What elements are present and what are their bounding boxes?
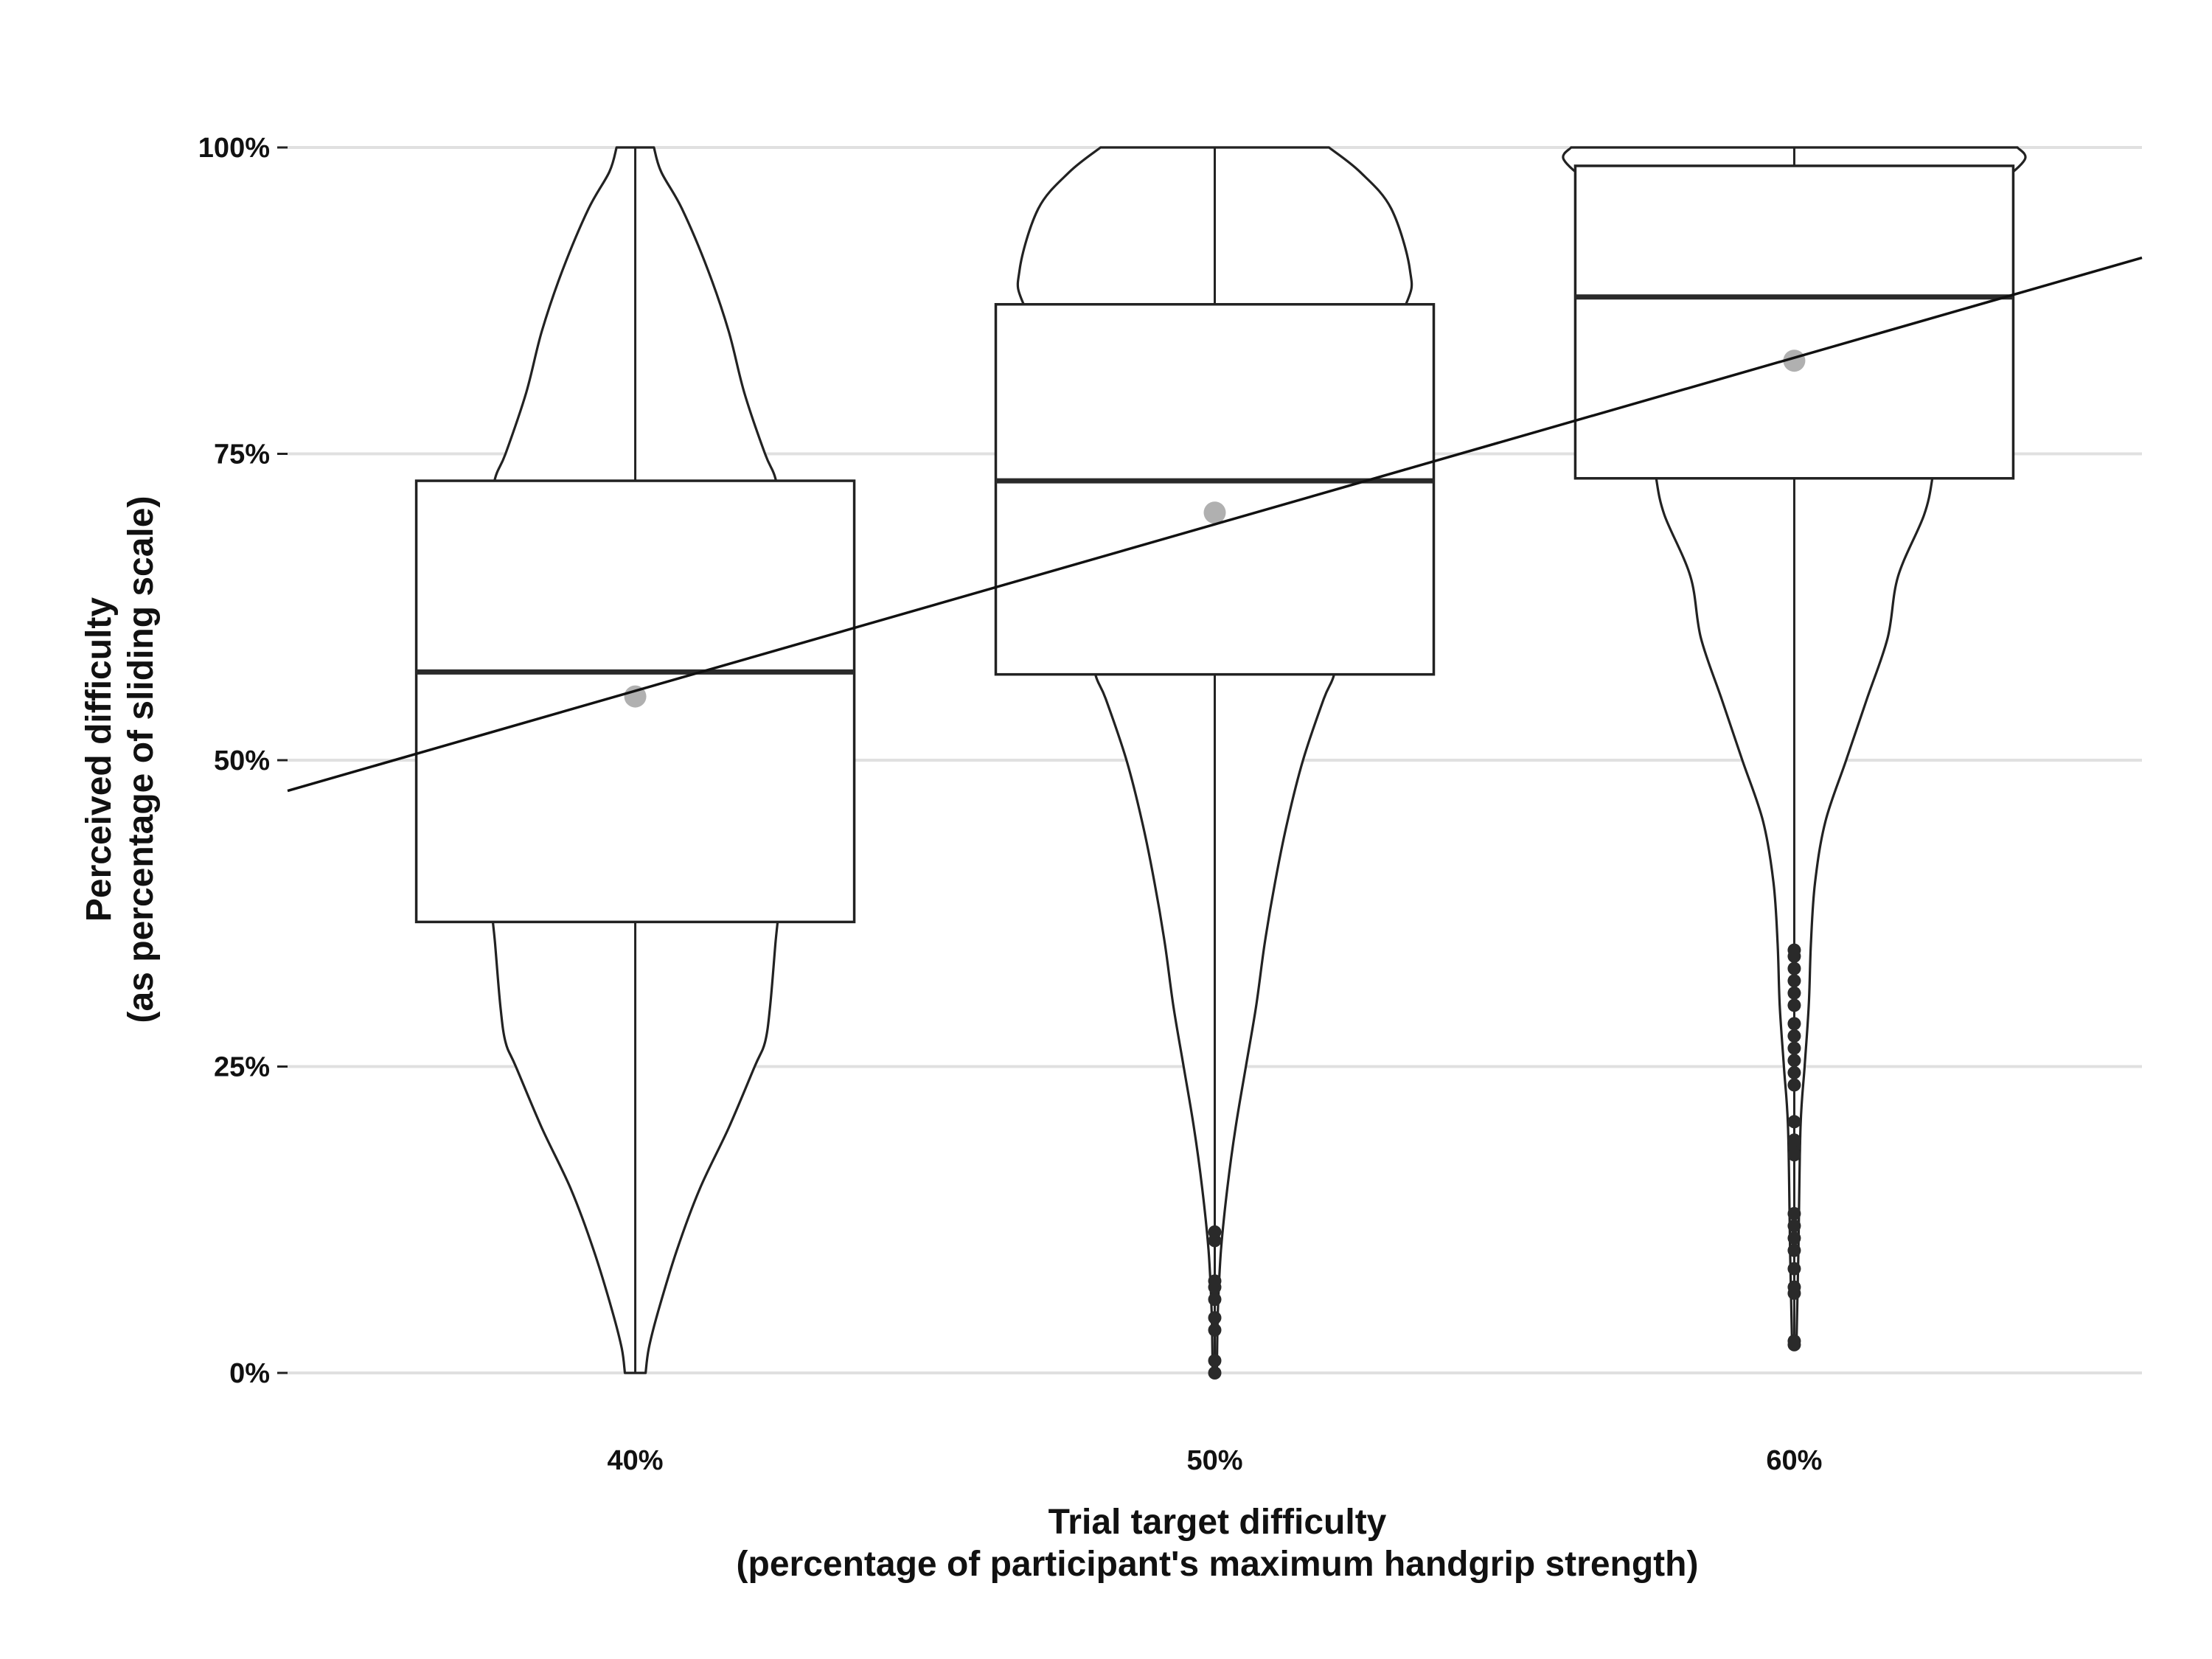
outlier-point-60pct-12 (1787, 1115, 1801, 1129)
trend-line-group (287, 256, 2143, 793)
boxplots (414, 164, 2015, 924)
x-axis-title-line1: Trial target difficulty (1048, 1503, 1387, 1542)
outlier-point-60pct-7 (1787, 1219, 1801, 1233)
box-60pct (1573, 164, 2015, 480)
outlier-point-60pct-15 (1787, 1054, 1801, 1068)
outlier-point-60pct-4 (1787, 1262, 1801, 1276)
mean-point-50pct (1203, 501, 1226, 524)
outlier-point-60pct-21 (1787, 974, 1801, 988)
outlier-point-60pct-18 (1787, 1017, 1801, 1031)
outlier-point-50pct-3 (1208, 1311, 1222, 1325)
x-tick-label-60pct: 60% (1766, 1445, 1822, 1476)
outlier-point-60pct-24 (1787, 943, 1801, 957)
box-50pct (994, 302, 1436, 676)
x-tick-label-40pct: 40% (608, 1445, 664, 1476)
outlier-point-60pct-5 (1787, 1243, 1801, 1257)
y-tick-label-75: 75% (214, 439, 270, 470)
trend-line (287, 256, 2143, 793)
outlier-point-60pct-19 (1787, 998, 1801, 1012)
y-axis-title-line1: Perceived difficulty (80, 597, 119, 922)
x-axis-ticks: 40% 50% 60% (608, 1445, 1823, 1476)
outlier-point-60pct-8 (1787, 1206, 1801, 1220)
outlier-point-50pct-8 (1208, 1225, 1222, 1239)
x-tick-label-50pct: 50% (1186, 1445, 1242, 1476)
outlier-point-60pct-17 (1787, 1029, 1801, 1043)
outlier-point-50pct-0 (1208, 1366, 1222, 1380)
outlier-point-50pct-2 (1208, 1323, 1222, 1337)
x-axis-title-line2: (percentage of participant's maximum han… (737, 1545, 1699, 1584)
outlier-point-60pct-6 (1787, 1231, 1801, 1245)
outlier-point-60pct-11 (1787, 1133, 1801, 1147)
y-axis-title: Perceived difficulty (as percentage of s… (80, 496, 161, 1023)
outlier-points (1208, 943, 1801, 1380)
y-axis-ticks: 0% 25% 50% 75% 100% (198, 133, 288, 1389)
y-tick-label-25: 25% (214, 1052, 270, 1083)
outlier-point-60pct-1 (1787, 1334, 1801, 1348)
outlier-point-60pct-20 (1787, 986, 1801, 1000)
y-axis-title-line2: (as percentage of sliding scale) (122, 496, 161, 1023)
outlier-point-60pct-14 (1787, 1065, 1801, 1079)
mean-point-40pct (624, 685, 647, 708)
outlier-point-50pct-4 (1208, 1293, 1222, 1307)
y-tick-label-50: 50% (214, 745, 270, 776)
outlier-point-60pct-16 (1787, 1041, 1801, 1055)
y-tick-label-0: 0% (229, 1358, 270, 1389)
outlier-point-60pct-13 (1787, 1078, 1801, 1092)
outlier-point-50pct-1 (1208, 1354, 1222, 1368)
outlier-point-50pct-6 (1208, 1274, 1222, 1288)
outlier-point-60pct-3 (1787, 1280, 1801, 1294)
outlier-point-60pct-22 (1787, 961, 1801, 975)
y-tick-label-100: 100% (198, 133, 270, 164)
